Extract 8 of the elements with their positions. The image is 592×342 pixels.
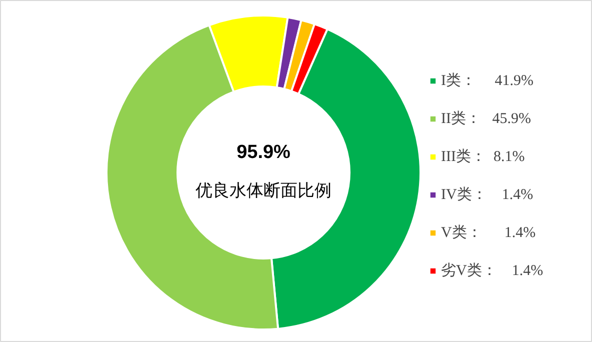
legend-label: IV类： 1.4% xyxy=(441,186,534,204)
text: 优良水体断面比例 xyxy=(196,181,332,200)
legend-label: I类： 41.9% xyxy=(441,72,534,90)
legend-label: V类： 1.4% xyxy=(441,224,536,242)
text: 95.9% xyxy=(236,142,291,163)
legend-label: III类： 8.1% xyxy=(441,148,525,166)
legend-label: II类： 45.9% xyxy=(441,110,531,128)
legend-label: 劣V类： 1.4% xyxy=(441,262,544,280)
